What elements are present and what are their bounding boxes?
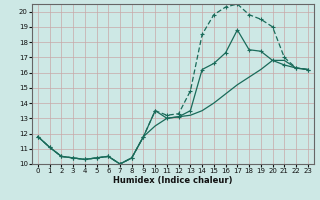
X-axis label: Humidex (Indice chaleur): Humidex (Indice chaleur) bbox=[113, 176, 233, 185]
